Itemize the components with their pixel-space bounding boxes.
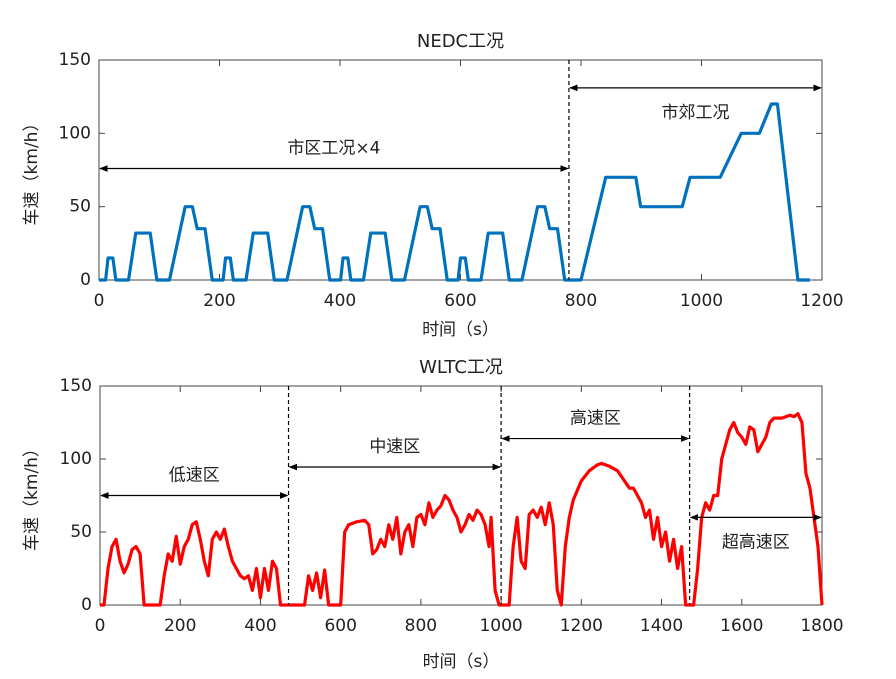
- x-axis-label: 时间（s）: [422, 320, 499, 340]
- range-label: 市区工况×4: [287, 139, 380, 159]
- x-tick-label: 600: [444, 291, 476, 311]
- y-tick-label: 50: [69, 197, 91, 217]
- data-line: [100, 412, 824, 607]
- x-tick-label: 800: [405, 616, 437, 636]
- y-tick-label: 150: [60, 376, 92, 396]
- data-line: [99, 102, 810, 282]
- x-tick-label: 1400: [640, 616, 683, 636]
- range-label: 中速区: [369, 437, 420, 457]
- x-tick-label: 600: [324, 616, 356, 636]
- y-tick-label: 0: [80, 270, 91, 290]
- x-tick-label: 1800: [800, 616, 843, 636]
- y-tick-label: 50: [70, 522, 92, 542]
- y-tick-label: 100: [59, 123, 91, 143]
- x-tick-label: 1200: [560, 616, 603, 636]
- range-label: 低速区: [169, 466, 220, 486]
- y-axis-label: 车速（km/h）: [22, 440, 42, 551]
- y-tick-label: 100: [60, 449, 92, 469]
- x-tick-label: 1000: [479, 616, 522, 636]
- y-axis-label: 车速（km/h）: [22, 115, 42, 226]
- x-tick-label: 800: [565, 291, 597, 311]
- range-label: 市郊工况: [661, 103, 729, 123]
- x-tick-label: 200: [164, 616, 196, 636]
- x-axis-label: 时间（s）: [423, 652, 500, 672]
- range-label: 高速区: [570, 409, 621, 429]
- x-tick-label: 0: [94, 291, 105, 311]
- range-label: 超高速区: [722, 532, 790, 552]
- x-tick-label: 400: [324, 291, 356, 311]
- y-tick-label: 150: [59, 50, 91, 70]
- x-tick-label: 200: [203, 291, 235, 311]
- x-tick-label: 1200: [800, 291, 843, 311]
- x-tick-label: 400: [244, 616, 276, 636]
- x-tick-label: 0: [95, 616, 106, 636]
- chart-title: NEDC工况: [417, 31, 504, 52]
- y-tick-label: 0: [81, 595, 92, 615]
- x-tick-label: 1600: [720, 616, 763, 636]
- x-tick-label: 1000: [680, 291, 723, 311]
- chart-title: WLTC工况: [419, 357, 503, 378]
